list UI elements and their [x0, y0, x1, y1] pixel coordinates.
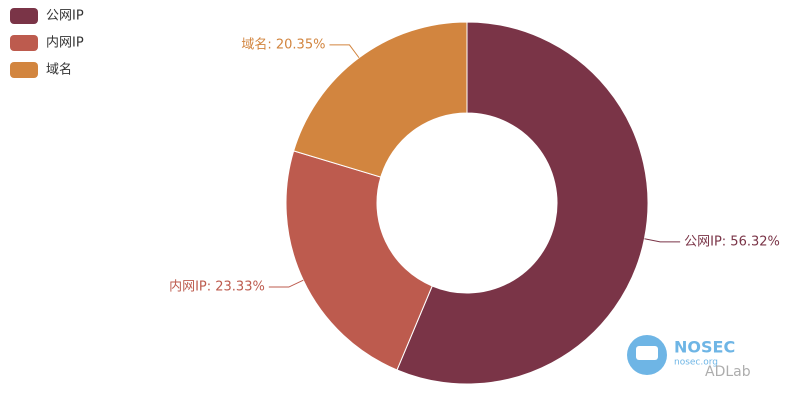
legend-swatch: [10, 35, 38, 51]
watermark-brand: NOSEC: [674, 338, 735, 357]
legend-label[interactable]: 公网IP: [46, 9, 84, 24]
slice: [285, 150, 433, 371]
legend-swatch: [10, 62, 38, 78]
slice: [396, 21, 649, 385]
watermark: NOSEC nosec.org ADLab: [627, 335, 751, 380]
legend-label[interactable]: 域名: [46, 62, 72, 78]
watermark-logo-icon: [636, 346, 658, 360]
data-label: 公网IP: 56.32%: [684, 234, 780, 249]
slice: [293, 21, 468, 178]
leader-line: [268, 279, 304, 288]
leader-line: [644, 238, 681, 243]
legend-label[interactable]: 内网IP: [46, 35, 84, 51]
legend-swatch: [10, 8, 38, 24]
watermark-site: nosec.org: [674, 358, 718, 368]
data-label: 内网IP: 23.33%: [169, 279, 265, 295]
data-label: 域名: 20.35%: [241, 36, 325, 52]
watermark-account: ADLab: [705, 364, 751, 380]
leader-line: [329, 44, 360, 59]
